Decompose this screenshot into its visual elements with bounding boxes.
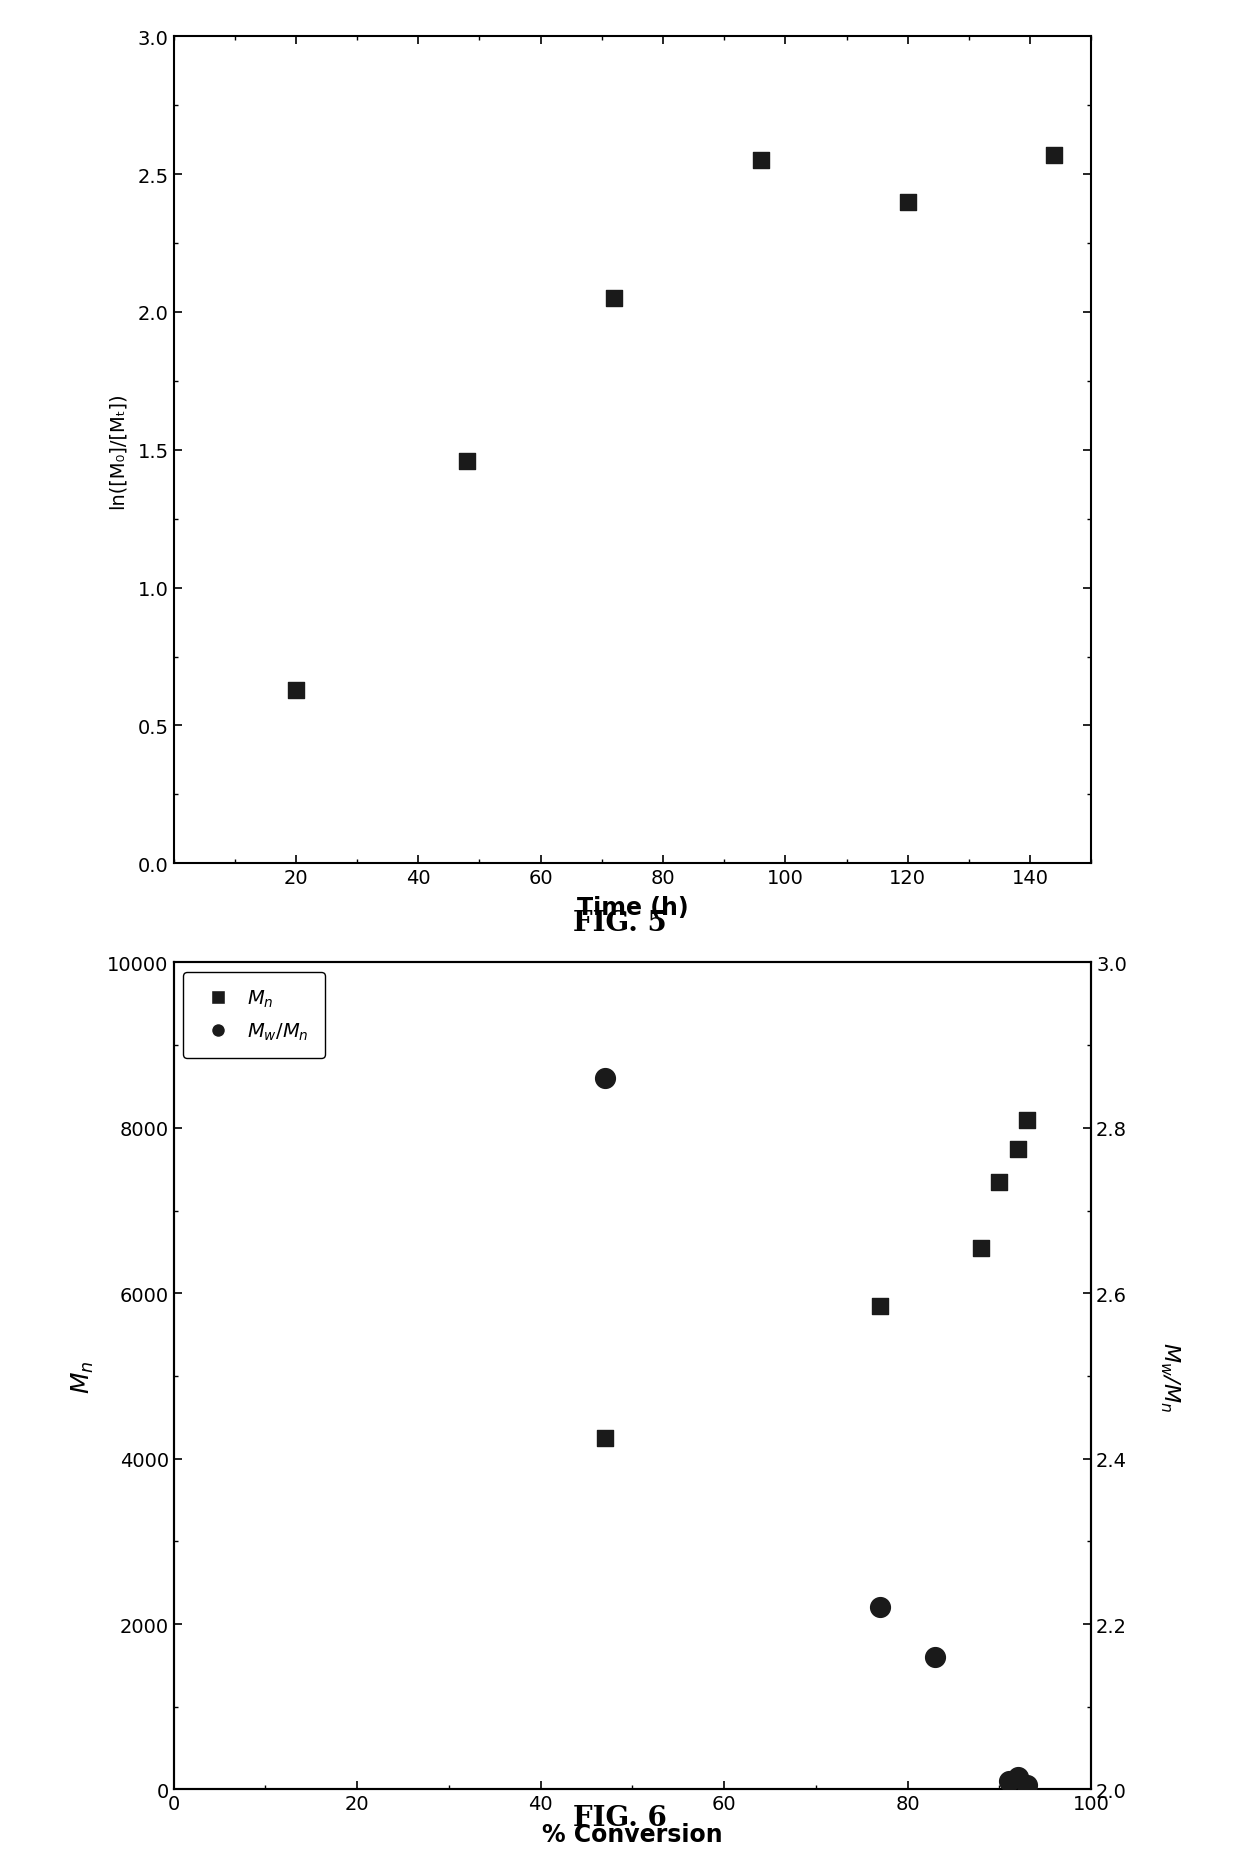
Point bbox=[604, 283, 624, 313]
Y-axis label: $M_w$/$M_n$: $M_w$/$M_n$ bbox=[1158, 1342, 1182, 1411]
$M_n$ bbox=[1008, 1133, 1028, 1163]
Y-axis label: ln([M₀]/[Mₜ]): ln([M₀]/[Mₜ]) bbox=[108, 391, 126, 509]
$M_n$ bbox=[595, 1424, 615, 1454]
Point bbox=[1044, 142, 1064, 171]
$M_w$/$M_n$ bbox=[595, 1064, 615, 1094]
Text: FIG. 5: FIG. 5 bbox=[573, 910, 667, 936]
X-axis label: % Conversion: % Conversion bbox=[542, 1821, 723, 1845]
$M_w$/$M_n$ bbox=[1017, 1771, 1037, 1801]
Point bbox=[286, 675, 306, 705]
Y-axis label: $M_n$: $M_n$ bbox=[69, 1359, 97, 1392]
Point bbox=[751, 147, 771, 177]
$M_n$ bbox=[990, 1167, 1009, 1197]
Point bbox=[458, 447, 477, 477]
$M_n$ bbox=[870, 1292, 890, 1322]
$M_w$/$M_n$ bbox=[998, 1767, 1018, 1797]
$M_w$/$M_n$ bbox=[925, 1642, 945, 1672]
X-axis label: Time (h): Time (h) bbox=[577, 897, 688, 921]
$M_w$/$M_n$ bbox=[1008, 1761, 1028, 1791]
$M_w$/$M_n$ bbox=[870, 1592, 890, 1622]
Point bbox=[898, 188, 918, 218]
Legend: $M_n$, $M_w$/$M_n$: $M_n$, $M_w$/$M_n$ bbox=[184, 973, 325, 1059]
Text: FIG. 6: FIG. 6 bbox=[573, 1804, 667, 1830]
$M_n$ bbox=[1017, 1105, 1037, 1135]
$M_n$ bbox=[971, 1234, 991, 1264]
